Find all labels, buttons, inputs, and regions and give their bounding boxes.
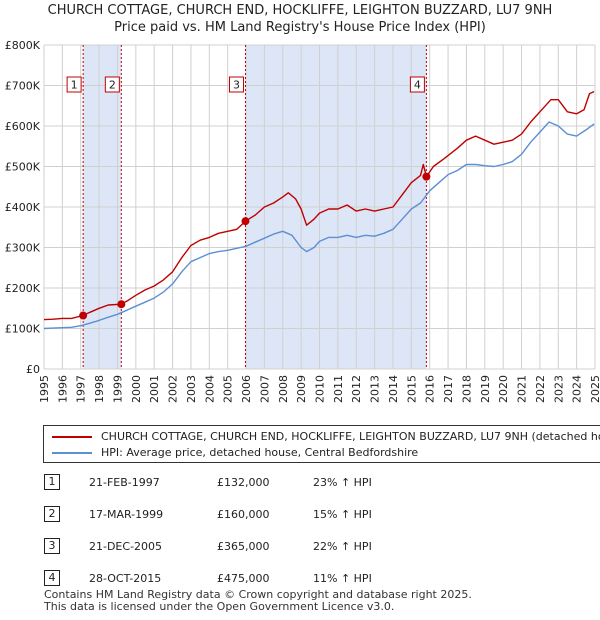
sale-price: £475,000	[217, 572, 270, 585]
x-tick-label: 2009	[295, 375, 308, 403]
x-tick-label: 2025	[589, 375, 600, 403]
x-tick-label: 1997	[75, 375, 88, 403]
sale-label-number: 4	[414, 79, 421, 92]
y-tick-label: £100K	[5, 323, 41, 336]
chart-title: CHURCH COTTAGE, CHURCH END, HOCKLIFFE, L…	[0, 2, 600, 36]
x-tick-label: 1996	[56, 375, 69, 403]
sale-label-number: 3	[233, 79, 240, 92]
x-tick-label: 1998	[93, 375, 106, 403]
footer-licence: This data is licensed under the Open Gov…	[44, 600, 395, 613]
x-tick-label: 2017	[442, 375, 455, 403]
sale-number-badge: 3	[44, 538, 60, 554]
sale-row: 1 21-FEB-1997 £132,000 23% ↑ HPI	[0, 472, 600, 492]
sale-hpi-change: 22% ↑ HPI	[313, 540, 372, 553]
x-tick-label: 2022	[534, 375, 547, 403]
sale-label-number: 2	[109, 79, 116, 92]
sale-price: £132,000	[217, 476, 270, 489]
x-tick-label: 2003	[185, 375, 198, 403]
legend: CHURCH COTTAGE, CHURCH END, HOCKLIFFE, L…	[43, 425, 600, 463]
sale-label-box	[228, 76, 244, 93]
x-tick-label: 2000	[130, 375, 143, 403]
x-tick-label: 2024	[571, 375, 584, 403]
legend-swatch-property	[52, 436, 92, 438]
x-tick-label: 2023	[552, 375, 565, 403]
legend-swatch-hpi	[52, 452, 92, 454]
sale-hpi-change: 15% ↑ HPI	[313, 508, 372, 521]
sale-row: 3 21-DEC-2005 £365,000 22% ↑ HPI	[0, 536, 600, 556]
chart-title-line-2: Price paid vs. HM Land Registry's House …	[114, 20, 486, 35]
x-tick-label: 2021	[516, 375, 529, 403]
x-tick-label: 2020	[497, 375, 510, 403]
x-tick-label: 2010	[314, 375, 327, 403]
y-tick-label: £500K	[5, 161, 41, 174]
sale-point	[422, 172, 431, 181]
sale-label-box	[66, 76, 82, 93]
sale-date: 28-OCT-2015	[89, 572, 162, 585]
x-tick-label: 1995	[38, 375, 51, 403]
sale-label-box	[409, 76, 425, 93]
x-tick-label: 2014	[387, 375, 400, 403]
footer: Contains HM Land Registry data © Crown c…	[44, 589, 472, 613]
y-tick-label: £0	[26, 363, 40, 376]
x-tick-label: 2007	[258, 375, 271, 403]
y-tick-label: £700K	[5, 80, 41, 93]
sale-number-badge: 4	[44, 570, 60, 586]
sale-price: £365,000	[217, 540, 270, 553]
y-tick-label: £300K	[5, 242, 41, 255]
sale-date: 17-MAR-1999	[89, 508, 164, 521]
sale-row: 4 28-OCT-2015 £475,000 11% ↑ HPI	[0, 568, 600, 588]
sale-point	[79, 311, 88, 320]
hpi-line	[43, 121, 595, 330]
x-tick-label: 2005	[222, 375, 235, 403]
chart-title-line-1: CHURCH COTTAGE, CHURCH END, HOCKLIFFE, L…	[47, 3, 553, 18]
x-tick-label: 2008	[277, 375, 290, 403]
legend-label-hpi: HPI: Average price, detached house, Cent…	[101, 446, 419, 459]
legend-label-property: CHURCH COTTAGE, CHURCH END, HOCKLIFFE, L…	[101, 430, 600, 443]
x-tick-label: 2018	[460, 375, 473, 403]
x-tick-label: 2016	[424, 375, 437, 403]
x-tick-label: 2012	[350, 375, 363, 403]
x-tick-label: 2002	[167, 375, 180, 403]
sale-point	[117, 300, 126, 309]
y-tick-label: £800K	[5, 39, 41, 52]
y-tick-label: £600K	[5, 120, 41, 133]
sale-price: £160,000	[217, 508, 270, 521]
footer-copyright: Contains HM Land Registry data © Crown c…	[44, 588, 472, 601]
sale-date: 21-FEB-1997	[89, 476, 160, 489]
x-tick-label: 2006	[240, 375, 253, 403]
x-tick-label: 2013	[369, 375, 382, 403]
sale-label-box	[104, 76, 120, 93]
sale-date: 21-DEC-2005	[89, 540, 163, 553]
price-chart: 1 2 3 4 £0 £100K £200K £300K £400K £500K £600K £700…	[5, 39, 600, 403]
x-tick-label: 2001	[148, 375, 161, 403]
sale-hpi-change: 11% ↑ HPI	[313, 572, 372, 585]
x-tick-label: 2011	[332, 375, 345, 403]
sale-number-badge: 2	[44, 506, 60, 522]
property-price-line	[43, 90, 595, 321]
x-tick-label: 2019	[479, 375, 492, 403]
y-tick-label: £200K	[5, 282, 41, 295]
sale-point	[241, 217, 250, 226]
x-tick-label: 1999	[111, 375, 124, 403]
sale-hpi-change: 23% ↑ HPI	[313, 476, 372, 489]
sale-number-badge: 1	[44, 474, 60, 490]
x-tick-label: 2015	[405, 375, 418, 403]
sale-label-number: 1	[71, 79, 78, 92]
sale-row: 2 17-MAR-1999 £160,000 15% ↑ HPI	[0, 504, 600, 524]
x-tick-label: 2004	[203, 375, 216, 403]
y-tick-label: £400K	[5, 201, 41, 214]
